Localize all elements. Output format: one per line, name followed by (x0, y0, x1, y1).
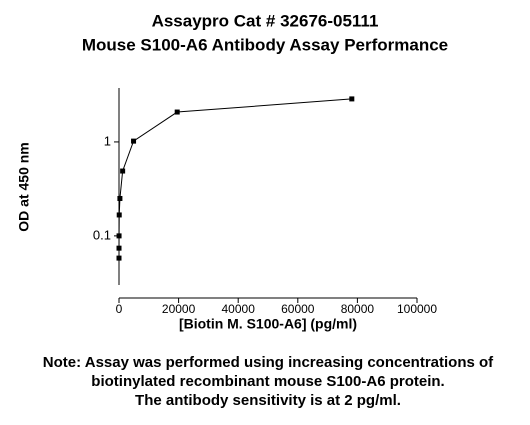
data-point (117, 195, 123, 201)
y-axis-label: OD at 450 nm (16, 142, 32, 231)
y-tick-label: 0.1 (93, 227, 111, 242)
note: biotinylated recombinant mouse S100-A6 p… (91, 373, 444, 390)
data-point (116, 255, 122, 261)
x-tick-label: 100000 (397, 302, 437, 316)
data-line (118, 98, 352, 259)
x-tick-label: 0 (116, 302, 123, 316)
data-point (116, 245, 122, 251)
x-axis-label: [Biotin M. S100-A6] (pg/ml) (179, 316, 357, 332)
chart-title: Assaypro Cat # 32676-05111 (152, 11, 379, 30)
x-tick-label: 40000 (222, 302, 256, 316)
y-tick-label: 1 (104, 133, 111, 148)
note: Note: Assay was performed using increasi… (43, 354, 494, 371)
data-point (120, 168, 126, 174)
data-point (116, 212, 122, 218)
chart-title: Mouse S100-A6 Antibody Assay Performance (82, 35, 448, 54)
x-tick-label: 60000 (281, 302, 315, 316)
data-point (174, 109, 180, 115)
data-point (116, 233, 122, 239)
x-tick-label: 20000 (162, 302, 196, 316)
data-point (131, 138, 137, 144)
x-tick-label: 80000 (341, 302, 375, 316)
data-point (349, 96, 355, 102)
note: The antibody sensitivity is at 2 pg/ml. (135, 392, 401, 409)
